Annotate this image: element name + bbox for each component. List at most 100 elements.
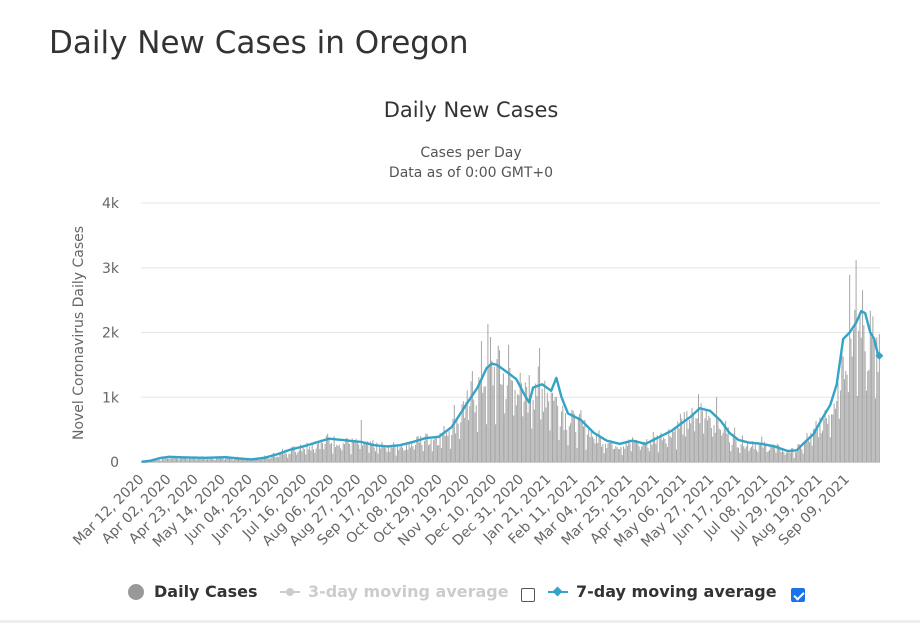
daily-case-bar[interactable]: [398, 449, 400, 462]
daily-case-bar[interactable]: [610, 442, 612, 462]
daily-case-bar[interactable]: [696, 418, 698, 462]
daily-case-bar[interactable]: [319, 449, 321, 462]
daily-case-bar[interactable]: [725, 421, 727, 462]
legend-item-3-day-average[interactable]: 3-day moving average: [280, 582, 509, 601]
daily-case-bar[interactable]: [232, 460, 234, 462]
daily-case-bar[interactable]: [178, 459, 180, 462]
daily-case-bar[interactable]: [508, 344, 510, 462]
daily-case-bar[interactable]: [190, 458, 192, 462]
daily-case-bar[interactable]: [358, 444, 360, 462]
daily-case-bar[interactable]: [792, 448, 794, 462]
daily-case-bar[interactable]: [834, 408, 836, 462]
daily-case-bar[interactable]: [603, 453, 605, 462]
daily-case-bar[interactable]: [337, 445, 339, 462]
daily-case-bar[interactable]: [652, 432, 654, 462]
daily-case-bar[interactable]: [816, 426, 818, 462]
daily-case-bar[interactable]: [431, 451, 433, 462]
daily-case-bar[interactable]: [474, 412, 476, 462]
daily-case-bar[interactable]: [435, 437, 437, 462]
daily-case-bar[interactable]: [617, 448, 619, 462]
daily-case-bar[interactable]: [315, 448, 317, 462]
daily-case-bar[interactable]: [499, 350, 501, 462]
daily-case-bar[interactable]: [307, 449, 309, 462]
daily-case-bar[interactable]: [331, 442, 333, 462]
daily-case-bar[interactable]: [794, 452, 796, 462]
daily-case-bar[interactable]: [439, 433, 441, 462]
daily-case-bar[interactable]: [362, 445, 364, 462]
daily-case-bar[interactable]: [468, 420, 470, 462]
daily-case-bar[interactable]: [840, 390, 842, 462]
daily-case-bar[interactable]: [757, 452, 759, 462]
daily-case-bar[interactable]: [838, 418, 840, 462]
daily-case-bar[interactable]: [517, 394, 519, 462]
daily-case-bar[interactable]: [535, 383, 537, 462]
daily-case-bar[interactable]: [347, 442, 349, 462]
daily-case-bar[interactable]: [325, 435, 327, 462]
daily-case-bar[interactable]: [845, 371, 847, 462]
daily-case-bar[interactable]: [744, 448, 746, 462]
daily-case-bar[interactable]: [287, 457, 289, 462]
daily-case-bar[interactable]: [267, 456, 269, 462]
daily-case-bar[interactable]: [717, 417, 719, 462]
daily-case-bar[interactable]: [210, 458, 212, 462]
daily-case-bar[interactable]: [227, 457, 229, 462]
daily-case-bar[interactable]: [479, 381, 481, 462]
daily-case-bar[interactable]: [437, 445, 439, 462]
daily-case-bar[interactable]: [526, 387, 528, 462]
daily-case-bar[interactable]: [483, 386, 485, 462]
daily-case-bar[interactable]: [166, 458, 168, 462]
daily-case-bar[interactable]: [473, 399, 475, 462]
daily-case-bar[interactable]: [324, 443, 326, 462]
daily-case-bar[interactable]: [455, 433, 457, 462]
daily-case-bar[interactable]: [743, 446, 745, 462]
daily-case-bar[interactable]: [170, 455, 172, 462]
daily-case-bar[interactable]: [486, 424, 488, 462]
daily-case-bar[interactable]: [778, 445, 780, 462]
daily-case-bar[interactable]: [444, 435, 446, 462]
daily-case-bar[interactable]: [341, 450, 343, 462]
daily-case-bar[interactable]: [185, 457, 187, 462]
daily-case-bar[interactable]: [279, 452, 281, 462]
daily-case-bar[interactable]: [740, 444, 742, 462]
daily-case-bar[interactable]: [515, 405, 517, 462]
daily-case-bar[interactable]: [164, 457, 166, 462]
daily-case-bar[interactable]: [493, 367, 495, 462]
daily-case-bar[interactable]: [709, 418, 711, 462]
daily-case-bar[interactable]: [674, 428, 676, 462]
daily-case-bar[interactable]: [183, 456, 185, 462]
daily-case-bar[interactable]: [770, 445, 772, 462]
daily-case-bar[interactable]: [430, 439, 432, 462]
daily-case-bar[interactable]: [511, 380, 513, 462]
daily-case-bar[interactable]: [420, 436, 422, 462]
daily-case-bar[interactable]: [371, 445, 373, 462]
daily-case-bar[interactable]: [407, 449, 409, 462]
daily-case-bar[interactable]: [403, 450, 405, 462]
daily-case-bar[interactable]: [291, 447, 293, 462]
daily-case-bar[interactable]: [163, 459, 165, 462]
daily-case-bar[interactable]: [718, 428, 720, 462]
daily-case-bar[interactable]: [601, 446, 603, 462]
daily-case-bar[interactable]: [250, 460, 252, 462]
daily-case-bar[interactable]: [239, 457, 241, 462]
daily-case-bar[interactable]: [380, 448, 382, 462]
daily-case-bar[interactable]: [558, 439, 560, 462]
daily-case-bar[interactable]: [841, 344, 843, 462]
daily-case-bar[interactable]: [176, 458, 178, 462]
daily-case-bar[interactable]: [314, 452, 316, 462]
daily-case-bar[interactable]: [713, 425, 715, 462]
daily-case-bar[interactable]: [619, 449, 621, 462]
daily-case-bar[interactable]: [451, 434, 453, 462]
daily-case-bar[interactable]: [705, 409, 707, 462]
daily-case-bar[interactable]: [721, 435, 723, 462]
daily-case-bar[interactable]: [408, 442, 410, 462]
daily-case-bar[interactable]: [373, 447, 375, 462]
daily-case-bar[interactable]: [806, 432, 808, 462]
daily-case-bar[interactable]: [484, 386, 486, 462]
daily-case-bar[interactable]: [245, 459, 247, 462]
daily-case-bar[interactable]: [458, 439, 460, 462]
daily-case-bar[interactable]: [172, 458, 174, 462]
daily-case-bar[interactable]: [165, 457, 167, 462]
daily-case-bar[interactable]: [772, 444, 774, 462]
daily-case-bar[interactable]: [754, 444, 756, 462]
daily-case-bar[interactable]: [683, 412, 685, 462]
